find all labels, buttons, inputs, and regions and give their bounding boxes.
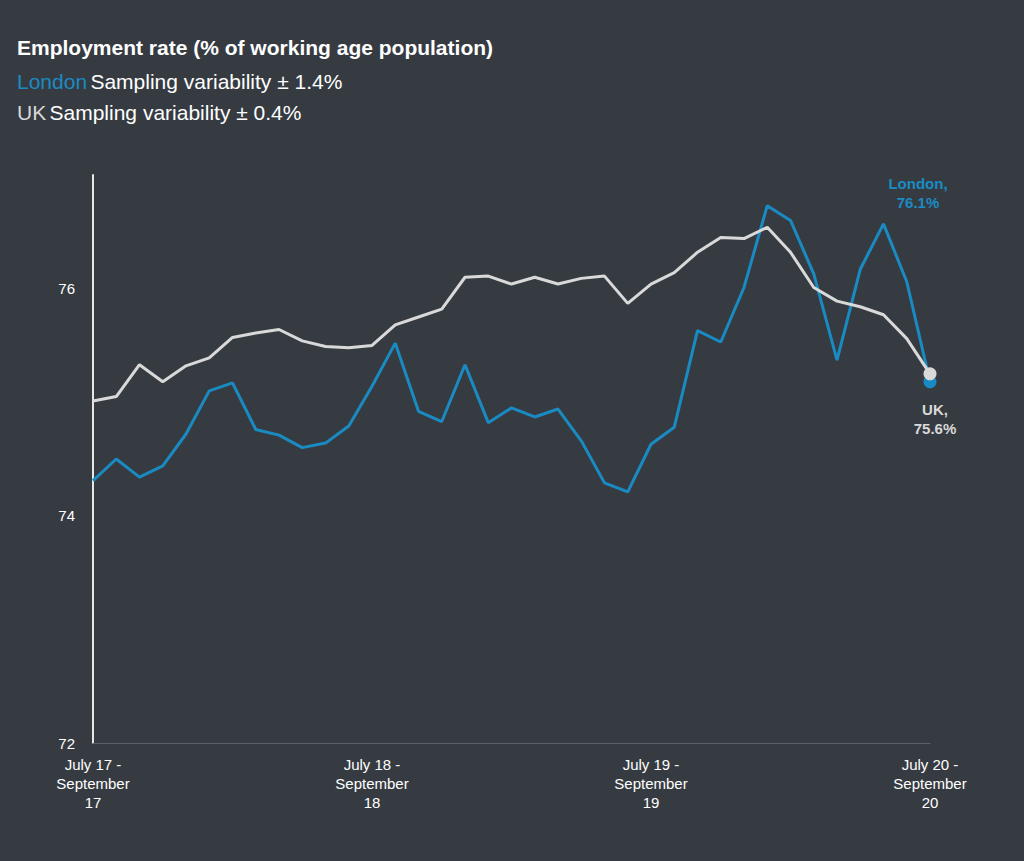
- svg-text:September: September: [614, 775, 687, 792]
- svg-text:76.1%: 76.1%: [897, 194, 940, 211]
- svg-text:72: 72: [58, 735, 75, 752]
- svg-text:20: 20: [922, 794, 939, 811]
- svg-text:74: 74: [58, 507, 75, 524]
- svg-text:75.6%: 75.6%: [914, 420, 957, 437]
- svg-text:Employment rate (% of working: Employment rate (% of working age popula…: [17, 36, 493, 59]
- svg-text:July 20 -: July 20 -: [902, 756, 959, 773]
- svg-text:London,: London,: [888, 175, 947, 192]
- svg-text:Sampling variability ± 0.4%: Sampling variability ± 0.4%: [50, 101, 302, 124]
- svg-text:19: 19: [643, 794, 660, 811]
- svg-text:September: September: [335, 775, 408, 792]
- svg-text:July 19 -: July 19 -: [623, 756, 680, 773]
- svg-text:July 17 -: July 17 -: [65, 756, 122, 773]
- svg-text:17: 17: [85, 794, 102, 811]
- svg-text:London: London: [17, 70, 87, 93]
- svg-text:September: September: [56, 775, 129, 792]
- svg-text:September: September: [893, 775, 966, 792]
- svg-text:18: 18: [364, 794, 381, 811]
- svg-text:Sampling variability ± 1.4%: Sampling variability ± 1.4%: [90, 70, 342, 93]
- svg-text:UK: UK: [17, 101, 46, 124]
- svg-text:76: 76: [58, 280, 75, 297]
- svg-text:UK,: UK,: [922, 401, 948, 418]
- svg-text:July 18 -: July 18 -: [344, 756, 401, 773]
